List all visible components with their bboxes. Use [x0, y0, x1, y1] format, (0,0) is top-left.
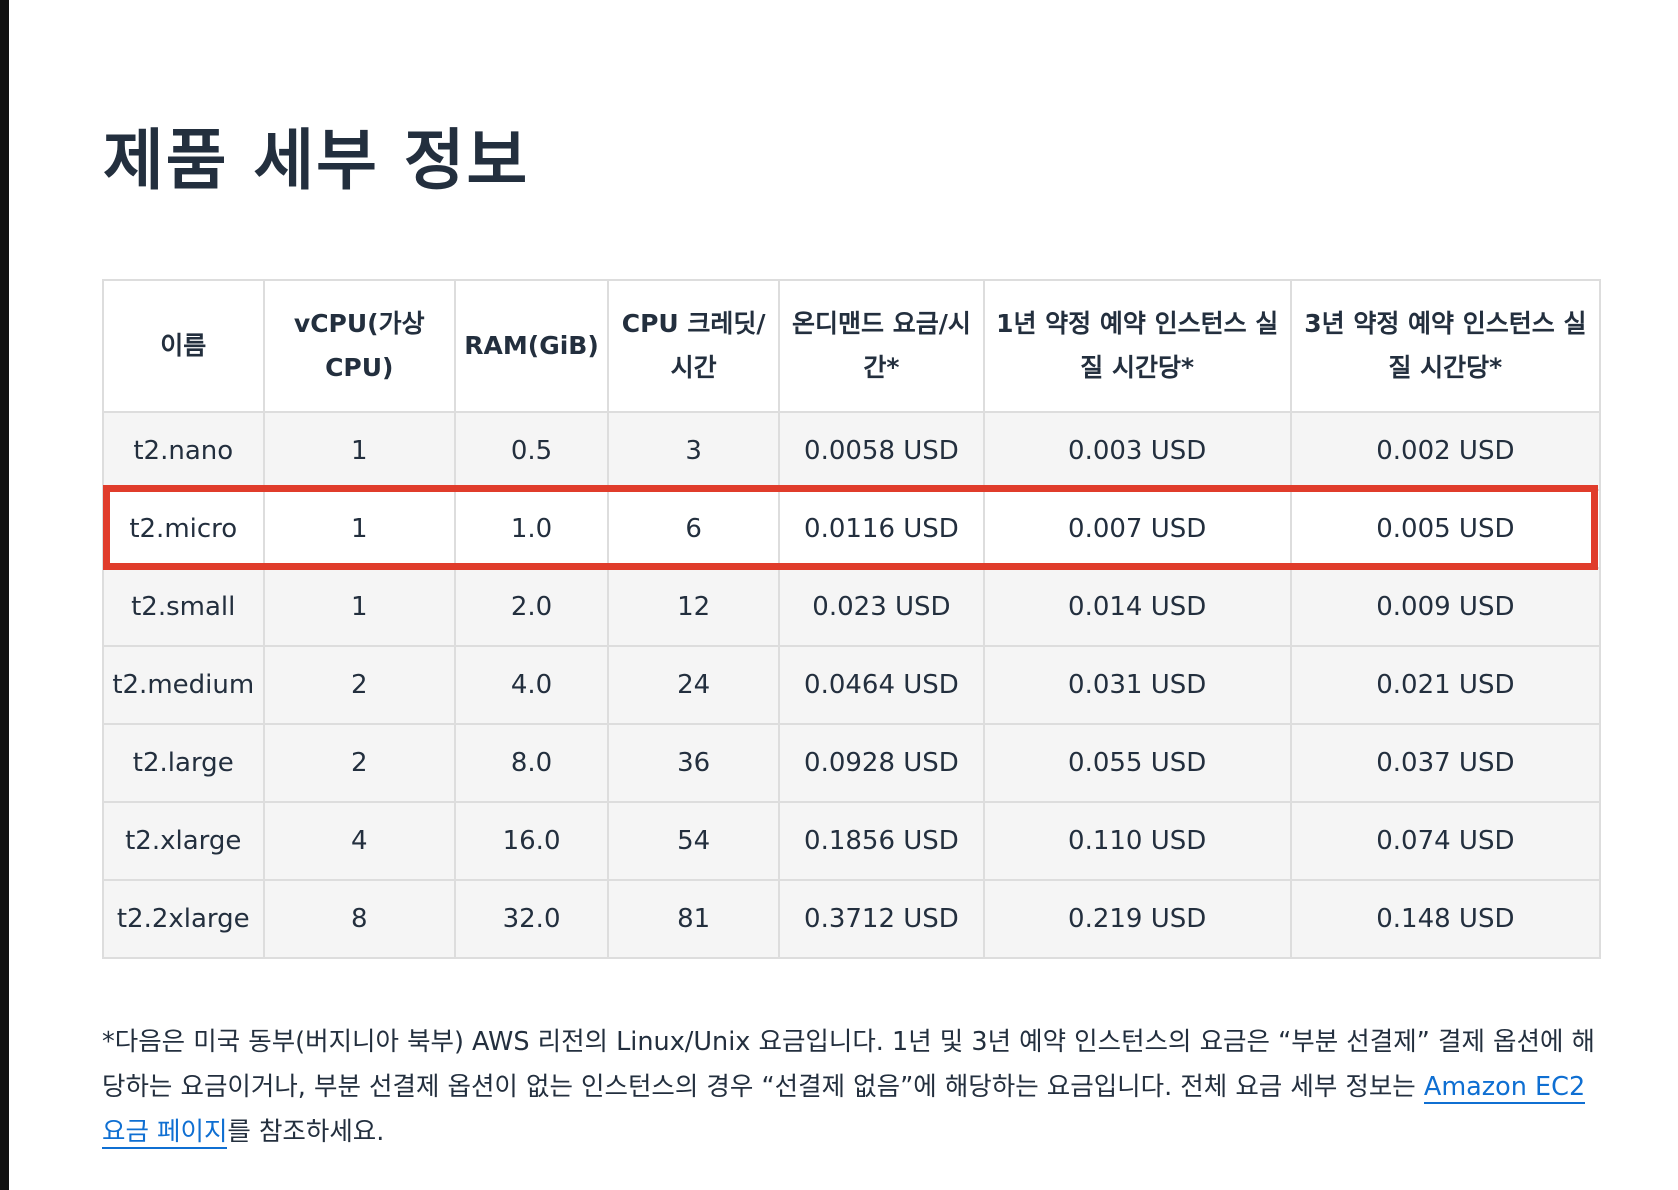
cell-3yr-reserved: 0.148 USD: [1289, 879, 1602, 959]
column-header-ram: RAM(GiB): [454, 279, 610, 413]
cell-ram: 1.0: [454, 489, 610, 569]
cell-1yr-reserved: 0.014 USD: [982, 567, 1292, 647]
cell-on-demand: 0.0464 USD: [778, 645, 985, 725]
cell-on-demand: 0.1856 USD: [778, 801, 985, 881]
cell-ram: 8.0: [454, 723, 610, 803]
cell-1yr-reserved: 0.219 USD: [982, 879, 1292, 959]
cell-instance-name: t2.medium: [102, 645, 265, 725]
table-row: t2.nano 1 0.5 3 0.0058 USD 0.003 USD 0.0…: [102, 411, 1602, 491]
page-title: 제품 세부 정보: [103, 122, 530, 199]
cell-cpu-credits: 6: [607, 489, 781, 569]
table-row: t2.2xlarge 8 32.0 81 0.3712 USD 0.219 US…: [102, 879, 1602, 959]
column-header-vcpu: vCPU(가상 CPU): [262, 279, 457, 413]
window-edge: [0, 0, 9, 1190]
cell-3yr-reserved: 0.021 USD: [1289, 645, 1602, 725]
cell-1yr-reserved: 0.031 USD: [982, 645, 1292, 725]
cell-cpu-credits: 12: [607, 567, 781, 647]
cell-3yr-reserved: 0.009 USD: [1289, 567, 1602, 647]
cell-instance-name: t2.nano: [102, 411, 265, 491]
cell-vcpu: 1: [262, 411, 457, 491]
cell-ram: 2.0: [454, 567, 610, 647]
cell-ram: 32.0: [454, 879, 610, 959]
table-row: t2.medium 2 4.0 24 0.0464 USD 0.031 USD …: [102, 645, 1602, 725]
cell-3yr-reserved: 0.074 USD: [1289, 801, 1602, 881]
cell-instance-name: t2.small: [102, 567, 265, 647]
table-row: t2.large 2 8.0 36 0.0928 USD 0.055 USD 0…: [102, 723, 1602, 803]
cell-ram: 0.5: [454, 411, 610, 491]
cell-1yr-reserved: 0.003 USD: [982, 411, 1292, 491]
cell-3yr-reserved: 0.005 USD: [1289, 489, 1602, 569]
pricing-table: 이름 vCPU(가상 CPU) RAM(GiB) CPU 크레딧/시간 온디맨드…: [102, 279, 1602, 959]
table-row: t2.small 1 2.0 12 0.023 USD 0.014 USD 0.…: [102, 567, 1602, 647]
cell-cpu-credits: 3: [607, 411, 781, 491]
cell-on-demand: 0.023 USD: [778, 567, 985, 647]
cell-on-demand: 0.0928 USD: [778, 723, 985, 803]
cell-vcpu: 4: [262, 801, 457, 881]
column-header-1yr-reserved: 1년 약정 예약 인스턴스 실질 시간당*: [982, 279, 1292, 413]
cell-ram: 4.0: [454, 645, 610, 725]
column-header-3yr-reserved: 3년 약정 예약 인스턴스 실질 시간당*: [1289, 279, 1602, 413]
footnote-text: *다음은 미국 동부(버지니아 북부) AWS 리전의 Linux/Unix 요…: [102, 1027, 1595, 1102]
table-header-row: 이름 vCPU(가상 CPU) RAM(GiB) CPU 크레딧/시간 온디맨드…: [102, 279, 1602, 413]
table-row-highlighted: t2.micro 1 1.0 6 0.0116 USD 0.007 USD 0.…: [102, 489, 1602, 569]
cell-1yr-reserved: 0.055 USD: [982, 723, 1292, 803]
cell-cpu-credits: 36: [607, 723, 781, 803]
cell-cpu-credits: 54: [607, 801, 781, 881]
cell-instance-name: t2.xlarge: [102, 801, 265, 881]
cell-vcpu: 1: [262, 567, 457, 647]
cell-3yr-reserved: 0.037 USD: [1289, 723, 1602, 803]
column-header-on-demand: 온디맨드 요금/시간*: [778, 279, 985, 413]
cell-vcpu: 8: [262, 879, 457, 959]
cell-vcpu: 2: [262, 723, 457, 803]
pricing-footnote: *다음은 미국 동부(버지니아 북부) AWS 리전의 Linux/Unix 요…: [102, 1020, 1602, 1155]
cell-cpu-credits: 24: [607, 645, 781, 725]
table-row: t2.xlarge 4 16.0 54 0.1856 USD 0.110 USD…: [102, 801, 1602, 881]
cell-1yr-reserved: 0.110 USD: [982, 801, 1292, 881]
cell-1yr-reserved: 0.007 USD: [982, 489, 1292, 569]
column-header-name: 이름: [102, 279, 265, 413]
pricing-table-container: 이름 vCPU(가상 CPU) RAM(GiB) CPU 크레딧/시간 온디맨드…: [102, 279, 1602, 959]
cell-3yr-reserved: 0.002 USD: [1289, 411, 1602, 491]
cell-on-demand: 0.0116 USD: [778, 489, 985, 569]
cell-on-demand: 0.0058 USD: [778, 411, 985, 491]
cell-instance-name: t2.large: [102, 723, 265, 803]
cell-instance-name: t2.2xlarge: [102, 879, 265, 959]
cell-cpu-credits: 81: [607, 879, 781, 959]
cell-instance-name: t2.micro: [102, 489, 265, 569]
footnote-text-end: 를 참조하세요.: [227, 1117, 385, 1147]
cell-ram: 16.0: [454, 801, 610, 881]
ec2-pricing-page-link[interactable]: Amazon EC2 요금 페이지: [102, 1072, 1586, 1149]
cell-on-demand: 0.3712 USD: [778, 879, 985, 959]
column-header-cpu-credits: CPU 크레딧/시간: [607, 279, 781, 413]
cell-vcpu: 2: [262, 645, 457, 725]
cell-vcpu: 1: [262, 489, 457, 569]
